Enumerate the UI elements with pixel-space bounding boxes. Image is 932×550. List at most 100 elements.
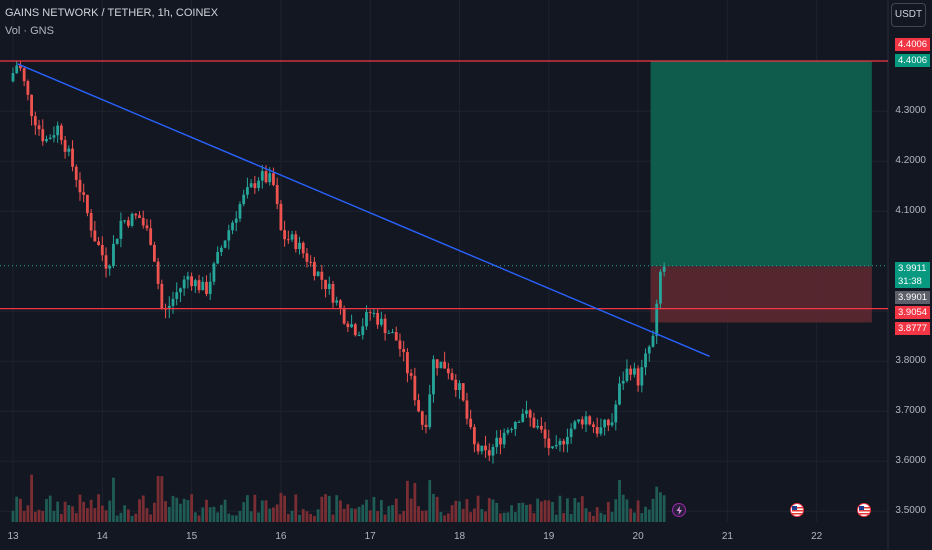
volume-bar — [190, 494, 193, 522]
volume-bar — [145, 508, 149, 522]
volume-bar — [78, 494, 82, 522]
volume-bar — [219, 504, 223, 522]
candle-body — [249, 183, 253, 188]
volume-bar — [216, 512, 220, 522]
candle-body — [588, 416, 592, 425]
candle-body — [476, 444, 480, 452]
volume-bar — [606, 501, 610, 522]
candle-body — [283, 230, 287, 240]
candle-body — [71, 148, 74, 167]
volume-bar — [461, 508, 465, 522]
volume-bar — [379, 499, 383, 522]
countdown-tag: 31:38 — [895, 275, 930, 288]
candle-body — [435, 359, 439, 369]
volume-bar — [484, 511, 487, 522]
candle-body — [104, 255, 108, 269]
volume-bar — [506, 512, 510, 522]
candle-body — [573, 421, 577, 429]
volume-bar — [651, 498, 655, 522]
volume-bar — [290, 510, 294, 522]
volume-bar — [640, 513, 644, 522]
candle-body — [216, 252, 220, 264]
candle-body — [469, 418, 473, 428]
volume-bar — [517, 503, 521, 522]
volume-bar — [257, 512, 260, 522]
volume-bar — [443, 515, 447, 522]
us-flag-icon[interactable] — [857, 503, 871, 517]
candle-body — [19, 65, 22, 69]
candle-body — [394, 332, 398, 341]
candle-body — [246, 187, 249, 195]
lightning-icon[interactable] — [672, 503, 686, 517]
candle-body — [517, 421, 521, 423]
candle-body — [499, 437, 502, 445]
candle-body — [577, 419, 580, 422]
x-tick-label: 21 — [721, 531, 733, 542]
volume-bar — [11, 510, 15, 522]
candle-body — [301, 242, 305, 254]
volume-bar — [469, 512, 473, 522]
volume-indicator-label[interactable]: Vol · GNS — [5, 25, 54, 37]
candle-body — [89, 212, 93, 231]
candle-body — [63, 140, 67, 152]
volume-bar — [100, 505, 104, 522]
candle-body — [640, 367, 644, 386]
volume-bar — [543, 500, 547, 522]
us-flag-icon[interactable] — [790, 503, 804, 517]
volume-bar — [126, 509, 130, 522]
volume-bar — [394, 498, 398, 522]
volume-bar — [391, 505, 394, 522]
candle-body — [625, 368, 629, 381]
volume-bar — [513, 512, 517, 522]
candle-body — [286, 239, 290, 241]
volume-bar — [342, 508, 346, 522]
candle-body — [603, 419, 607, 428]
candle-body — [335, 300, 339, 303]
volume-bar — [37, 509, 41, 522]
volume-bar — [238, 510, 242, 522]
candle-body — [190, 276, 193, 287]
candle-body — [543, 429, 547, 439]
y-tick-label: 4.1000 — [895, 205, 926, 217]
volume-bar — [171, 495, 175, 522]
volume-bar — [595, 507, 599, 522]
volume-bar — [424, 510, 428, 522]
candle-body — [320, 271, 324, 280]
volume-bar — [227, 513, 231, 522]
currency-button[interactable]: USDT — [891, 3, 926, 27]
volume-bar — [268, 508, 272, 522]
volume-bar — [167, 506, 171, 522]
candle-body — [465, 400, 469, 419]
volume-bar — [406, 480, 409, 522]
candle-body — [86, 194, 89, 213]
volume-bar — [472, 508, 476, 522]
candle-body — [275, 185, 279, 204]
candle-body — [134, 213, 138, 216]
volume-bar — [231, 515, 234, 522]
candle-body — [372, 312, 376, 314]
volume-bar — [625, 499, 629, 522]
volume-bar — [242, 502, 246, 522]
volume-bar — [432, 493, 435, 522]
volume-bar — [286, 514, 290, 522]
volume-bar — [52, 510, 56, 522]
candle-body — [112, 243, 115, 266]
volume-bar — [182, 498, 186, 522]
volume-bar — [398, 514, 402, 522]
candle-body — [539, 425, 543, 430]
candle-body — [618, 383, 621, 405]
volume-bar — [629, 508, 633, 522]
volume-bar — [86, 508, 89, 522]
volume-bar — [305, 511, 309, 522]
x-tick-label: 20 — [632, 531, 644, 542]
candle-body — [614, 404, 618, 423]
candle-body — [510, 429, 513, 431]
candle-body — [193, 280, 197, 287]
volume-bar — [417, 506, 420, 522]
volume-bar — [350, 508, 353, 522]
candle-body — [30, 94, 34, 117]
candle-body — [584, 416, 588, 425]
candle-body — [428, 394, 432, 428]
volume-bar — [212, 506, 216, 522]
